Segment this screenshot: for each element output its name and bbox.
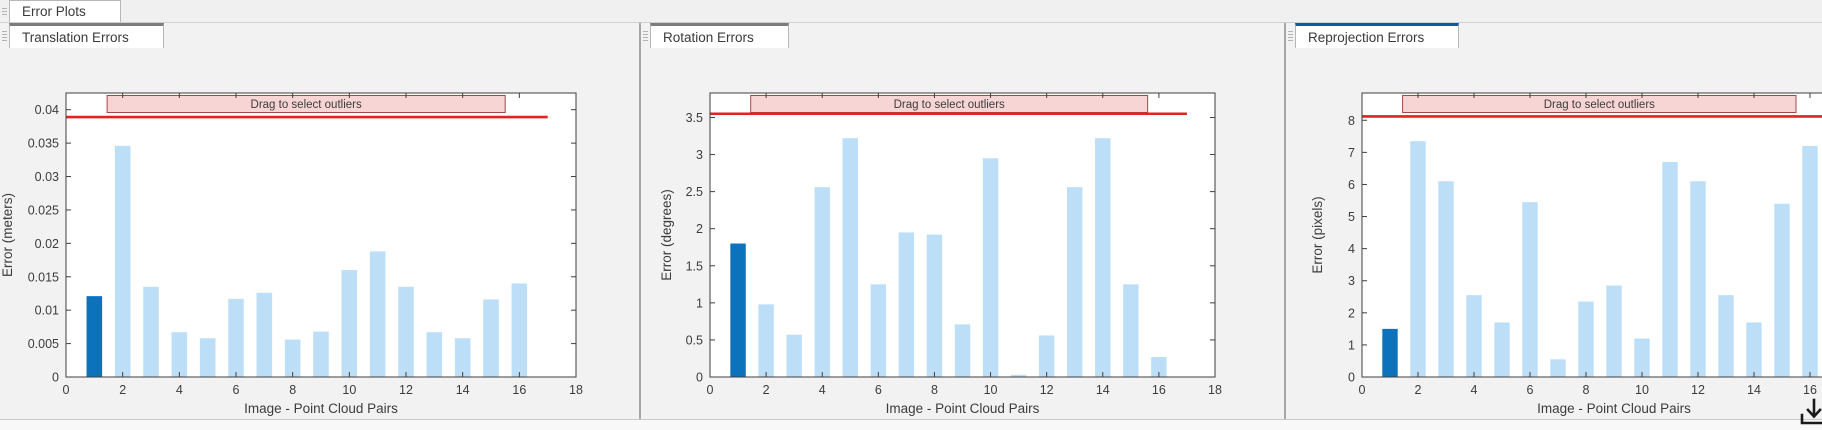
svg-text:8: 8	[1348, 114, 1355, 128]
svg-text:2: 2	[1348, 306, 1355, 320]
svg-text:5: 5	[1348, 210, 1355, 224]
translation-tabbar: Translation Errors	[0, 23, 639, 48]
svg-text:0: 0	[1348, 371, 1355, 385]
tab-translation-errors[interactable]: Translation Errors	[9, 23, 164, 48]
tab-error-plots-label: Error Plots	[22, 4, 86, 19]
reprojection-tabbar: Reprojection Errors	[1286, 23, 1822, 48]
svg-text:0.5: 0.5	[686, 333, 703, 347]
svg-text:Image - Point Cloud Pairs: Image - Point Cloud Pairs	[886, 401, 1040, 416]
svg-text:16: 16	[1152, 383, 1166, 397]
svg-text:2.5: 2.5	[686, 185, 703, 199]
svg-text:0: 0	[63, 383, 70, 397]
svg-text:10: 10	[342, 383, 356, 397]
svg-text:6: 6	[233, 383, 240, 397]
svg-text:2: 2	[119, 383, 126, 397]
svg-text:2: 2	[1415, 383, 1422, 397]
svg-text:12: 12	[1691, 383, 1705, 397]
panel-translation-errors: Translation Errors Drag to select outlie…	[0, 23, 639, 419]
svg-text:1: 1	[696, 296, 703, 310]
svg-text:16: 16	[1803, 383, 1817, 397]
svg-text:16: 16	[512, 383, 526, 397]
svg-text:4: 4	[819, 383, 826, 397]
tab-reprojection-errors[interactable]: Reprojection Errors	[1295, 23, 1460, 48]
svg-text:1.5: 1.5	[686, 259, 703, 273]
svg-text:10: 10	[984, 383, 998, 397]
svg-text:14: 14	[1096, 383, 1110, 397]
svg-text:8: 8	[289, 383, 296, 397]
svg-text:0: 0	[707, 383, 714, 397]
svg-text:6: 6	[1348, 178, 1355, 192]
svg-text:Drag to select outliers: Drag to select outliers	[1544, 99, 1655, 111]
tab-translation-errors-label: Translation Errors	[22, 29, 129, 45]
panel-grip-icon[interactable]	[0, 23, 9, 48]
panel-splitter[interactable]	[1284, 23, 1286, 419]
figure-group-tabbar: Error Plots	[0, 0, 1822, 23]
svg-text:2: 2	[696, 222, 703, 236]
svg-text:18: 18	[569, 383, 583, 397]
panel-grip-icon[interactable]	[641, 23, 650, 48]
tab-reprojection-errors-label: Reprojection Errors	[1308, 29, 1425, 45]
svg-text:Image - Point Cloud Pairs: Image - Point Cloud Pairs	[244, 401, 398, 416]
chart-panels-container: Translation Errors Drag to select outlie…	[0, 23, 1822, 419]
svg-text:6: 6	[875, 383, 882, 397]
svg-text:0.025: 0.025	[28, 203, 59, 217]
svg-text:6: 6	[1527, 383, 1534, 397]
tab-error-plots[interactable]: Error Plots	[9, 0, 121, 22]
svg-text:0: 0	[52, 371, 59, 385]
svg-text:3: 3	[1348, 274, 1355, 288]
svg-text:7: 7	[1348, 146, 1355, 160]
svg-text:12: 12	[1040, 383, 1054, 397]
svg-text:14: 14	[1747, 383, 1761, 397]
svg-text:2: 2	[763, 383, 770, 397]
reprojection-errors-chart[interactable]: Drag to select outliers02468101214161801…	[1286, 48, 1822, 419]
svg-text:Error (meters): Error (meters)	[0, 193, 15, 277]
svg-text:0: 0	[1359, 383, 1366, 397]
svg-text:0.04: 0.04	[35, 103, 59, 117]
svg-text:8: 8	[931, 383, 938, 397]
translation-errors-chart[interactable]: Drag to select outliers 0 2 4 6 8 10 12 14 16 18 0 0…	[0, 48, 639, 419]
svg-text:4: 4	[176, 383, 183, 397]
tabbar-grip-icon[interactable]	[0, 0, 9, 22]
svg-text:12: 12	[399, 383, 413, 397]
svg-text:10: 10	[1635, 383, 1649, 397]
svg-text:0: 0	[696, 371, 703, 385]
svg-text:4: 4	[1348, 242, 1355, 256]
panel-rotation-errors: Rotation Errors Drag to select outliers 0…	[641, 23, 1284, 419]
svg-text:Error (degrees): Error (degrees)	[659, 189, 674, 281]
tab-rotation-errors[interactable]: Rotation Errors	[650, 23, 789, 48]
svg-text:Drag to select outliers: Drag to select outliers	[894, 99, 1005, 111]
svg-text:4: 4	[1471, 383, 1478, 397]
svg-text:0.035: 0.035	[28, 137, 59, 151]
scroll-down-arrow-icon[interactable]	[1799, 397, 1822, 427]
svg-text:3.5: 3.5	[686, 111, 703, 125]
panel-grip-icon[interactable]	[1286, 23, 1295, 48]
svg-text:18: 18	[1208, 383, 1222, 397]
svg-text:3: 3	[696, 148, 703, 162]
svg-text:Drag to select outliers: Drag to select outliers	[251, 99, 362, 111]
svg-text:1: 1	[1348, 338, 1355, 352]
svg-text:8: 8	[1583, 383, 1590, 397]
svg-text:Error (pixels): Error (pixels)	[1310, 196, 1325, 273]
svg-text:Image - Point Cloud Pairs: Image - Point Cloud Pairs	[1537, 401, 1691, 416]
svg-text:0.03: 0.03	[35, 170, 59, 184]
svg-text:0.01: 0.01	[35, 304, 59, 318]
svg-text:0.005: 0.005	[28, 337, 59, 351]
svg-text:14: 14	[456, 383, 470, 397]
horizontal-scrollbar[interactable]	[0, 419, 1822, 430]
panel-splitter[interactable]	[639, 23, 641, 419]
svg-text:0.015: 0.015	[28, 270, 59, 284]
panel-reprojection-errors: Reprojection Errors Drag to select outli…	[1286, 23, 1822, 419]
svg-text:0.02: 0.02	[35, 237, 59, 251]
rotation-tabbar: Rotation Errors	[641, 23, 1284, 48]
tab-rotation-errors-label: Rotation Errors	[663, 29, 754, 45]
